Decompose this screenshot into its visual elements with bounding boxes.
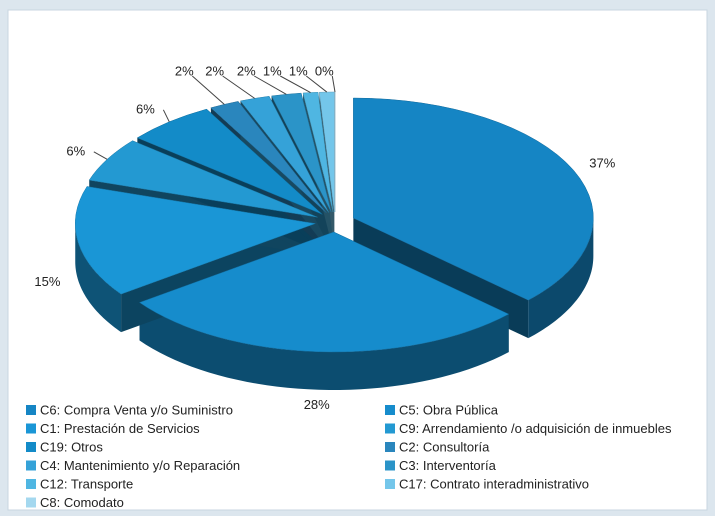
tops [74, 91, 594, 353]
slice [210, 101, 327, 214]
data-label: 15% [34, 274, 60, 289]
legend-swatch [385, 460, 395, 471]
legend-label: C2: Consultoría [399, 439, 490, 454]
data-label: 1% [289, 63, 308, 78]
leader-line [305, 75, 328, 93]
slice-outer-side [139, 302, 509, 390]
slice-outer-side [75, 223, 122, 333]
data-label: 2% [205, 63, 224, 78]
leader-line [162, 109, 170, 123]
legend-label: C1: Prestación de Servicios [40, 421, 200, 436]
leader-line [191, 75, 225, 105]
data-label: 6% [136, 101, 155, 116]
leader-line [93, 151, 108, 160]
legend-swatch [385, 442, 395, 452]
leader-line [222, 75, 255, 99]
data-label: 1% [263, 63, 282, 78]
slice [74, 186, 317, 295]
slice-outer-side [528, 218, 594, 339]
slice [353, 97, 594, 301]
leader-line [254, 75, 287, 95]
data-label: 2% [175, 63, 194, 78]
slice [139, 231, 510, 353]
data-label: 28% [304, 397, 330, 412]
legend-swatch [26, 423, 36, 434]
data-label: 0% [315, 63, 334, 78]
legend-swatch [26, 460, 36, 471]
data-label: 2% [237, 63, 256, 78]
legend-label: C3: Interventoría [399, 458, 497, 473]
legend-label: C17: Contrato interadministrativo [399, 476, 589, 491]
legend-label: C12: Transporte [40, 476, 133, 491]
legend-label: C4: Mantenimiento y/o Reparación [40, 458, 240, 473]
legend-swatch [26, 405, 36, 415]
legend-swatch [385, 405, 395, 415]
legend-label: C5: Obra Pública [399, 402, 499, 417]
slice [240, 95, 330, 213]
legend: C6: Compra Venta y/o Suministro C5: Obra … [26, 402, 672, 510]
legend-label: C8: Comodato [40, 495, 124, 510]
slice [88, 140, 318, 218]
legend-swatch [26, 497, 36, 508]
data-label: 37% [589, 156, 615, 171]
legend-label: C6: Compra Venta y/o Suministro [40, 402, 233, 417]
legend-label: C19: Otros [40, 439, 103, 454]
legend-label: C9: Arrendamiento /o adquisición de inmu… [399, 421, 672, 436]
slice [319, 91, 335, 213]
legend-swatch [385, 479, 395, 489]
legend-swatch [26, 442, 36, 452]
leader-line [280, 75, 311, 94]
legend-swatch [385, 423, 395, 434]
data-label: 6% [66, 143, 85, 158]
leader-line [331, 75, 336, 93]
slice [302, 92, 334, 213]
labels: 37% 28% 15% 6% 6% 2% 2% 2% 1% 1% 0% [34, 63, 615, 411]
legend-swatch [26, 479, 36, 489]
